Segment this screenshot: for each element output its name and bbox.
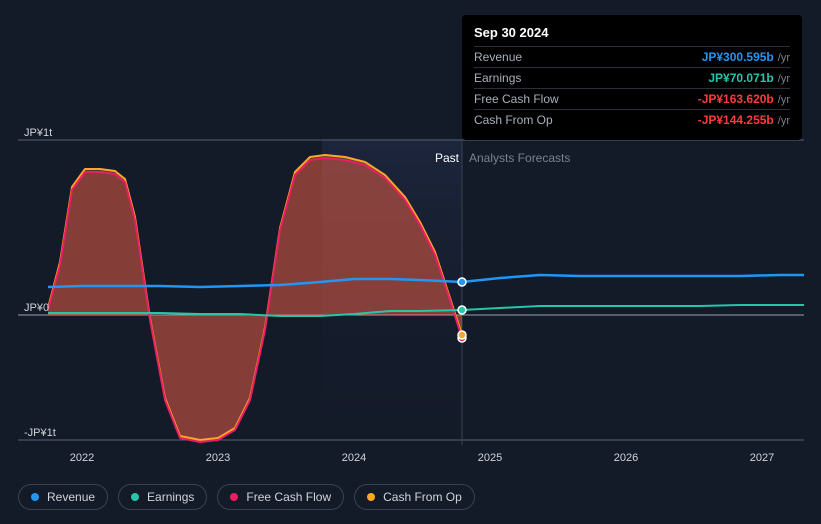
past-label: Past	[435, 151, 459, 165]
legend-dot-icon	[367, 493, 375, 501]
x-axis-label: 2023	[206, 452, 230, 464]
tooltip-metric-value: -JP¥144.255b	[698, 113, 774, 127]
legend-item[interactable]: Cash From Op	[354, 484, 475, 510]
tooltip-unit: /yr	[778, 94, 790, 106]
x-axis-label: 2026	[614, 452, 638, 464]
legend-dot-icon	[230, 493, 238, 501]
legend-label: Free Cash Flow	[246, 490, 331, 504]
x-axis-label: 2022	[70, 452, 94, 464]
tooltip-metric-label: Free Cash Flow	[474, 92, 559, 106]
tooltip-date: Sep 30 2024	[474, 25, 790, 40]
tooltip-metric-value: -JP¥163.620b	[698, 92, 774, 106]
tooltip-metric-value: JP¥300.595b	[702, 50, 774, 64]
earnings-marker	[458, 306, 466, 314]
y-axis-label: JP¥0	[24, 302, 49, 314]
y-axis-label: JP¥1t	[24, 127, 52, 139]
tooltip-unit: /yr	[778, 115, 790, 127]
legend-dot-icon	[131, 493, 139, 501]
chart-tooltip: Sep 30 2024 Revenue JP¥300.595b /yrEarni…	[462, 15, 802, 140]
forecast-label: Analysts Forecasts	[469, 151, 570, 165]
tooltip-unit: /yr	[778, 73, 790, 85]
revenue-marker	[458, 278, 466, 286]
x-axis-label: 2025	[478, 452, 502, 464]
legend-label: Earnings	[147, 490, 194, 504]
tooltip-metric-label: Revenue	[474, 50, 522, 64]
tooltip-metric-label: Cash From Op	[474, 113, 553, 127]
tooltip-metric-label: Earnings	[474, 71, 521, 85]
tooltip-unit: /yr	[778, 52, 790, 64]
chart-legend: Revenue Earnings Free Cash Flow Cash From O…	[18, 484, 475, 510]
legend-label: Revenue	[47, 490, 95, 504]
tooltip-row: Free Cash Flow -JP¥163.620b /yr	[474, 88, 790, 109]
tooltip-metric-value: JP¥70.071b	[708, 71, 773, 85]
legend-dot-icon	[31, 493, 39, 501]
legend-label: Cash From Op	[383, 490, 462, 504]
legend-item[interactable]: Free Cash Flow	[217, 484, 344, 510]
tooltip-row: Cash From Op -JP¥144.255b /yr	[474, 109, 790, 130]
cfo-marker	[458, 331, 466, 339]
legend-item[interactable]: Earnings	[118, 484, 207, 510]
y-axis-label: -JP¥1t	[24, 427, 56, 439]
x-axis-label: 2027	[750, 452, 774, 464]
legend-item[interactable]: Revenue	[18, 484, 108, 510]
tooltip-row: Earnings JP¥70.071b /yr	[474, 67, 790, 88]
x-axis-label: 2024	[342, 452, 366, 464]
tooltip-row: Revenue JP¥300.595b /yr	[474, 46, 790, 67]
